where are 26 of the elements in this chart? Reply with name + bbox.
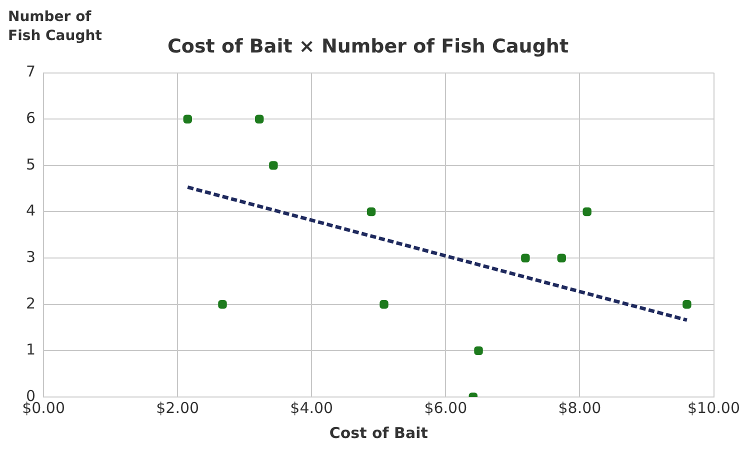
y-tick-label: 4 — [26, 202, 36, 220]
point — [521, 254, 530, 262]
y-tick-label: 5 — [26, 155, 36, 174]
y-tick-label: 7 — [26, 62, 36, 81]
x-tick-label: $2.00 — [156, 398, 200, 417]
x-tick-label: $8.00 — [558, 398, 602, 417]
point — [474, 346, 483, 356]
point — [380, 300, 388, 309]
point — [183, 114, 192, 124]
y-tick-label: 1 — [26, 340, 36, 359]
point — [269, 161, 278, 170]
y-tick-label: 2 — [26, 294, 36, 312]
chart-title: Cost of Bait × Number of Fish Caught — [167, 35, 569, 58]
x-tick-label: $4.00 — [290, 398, 334, 417]
point — [682, 300, 692, 309]
point — [254, 114, 264, 124]
y-axis-title: Number of Fish Caught — [8, 8, 103, 46]
point — [366, 207, 376, 216]
y-tick-label: 3 — [26, 248, 36, 266]
point — [218, 300, 227, 309]
point — [582, 207, 592, 216]
x-tick-label: $10.00 — [688, 398, 740, 417]
x-axis-title: Cost of Bait — [329, 424, 428, 442]
x-tick-label: $6.00 — [424, 398, 468, 417]
y-tick-label: 6 — [26, 109, 36, 128]
point — [557, 254, 566, 262]
